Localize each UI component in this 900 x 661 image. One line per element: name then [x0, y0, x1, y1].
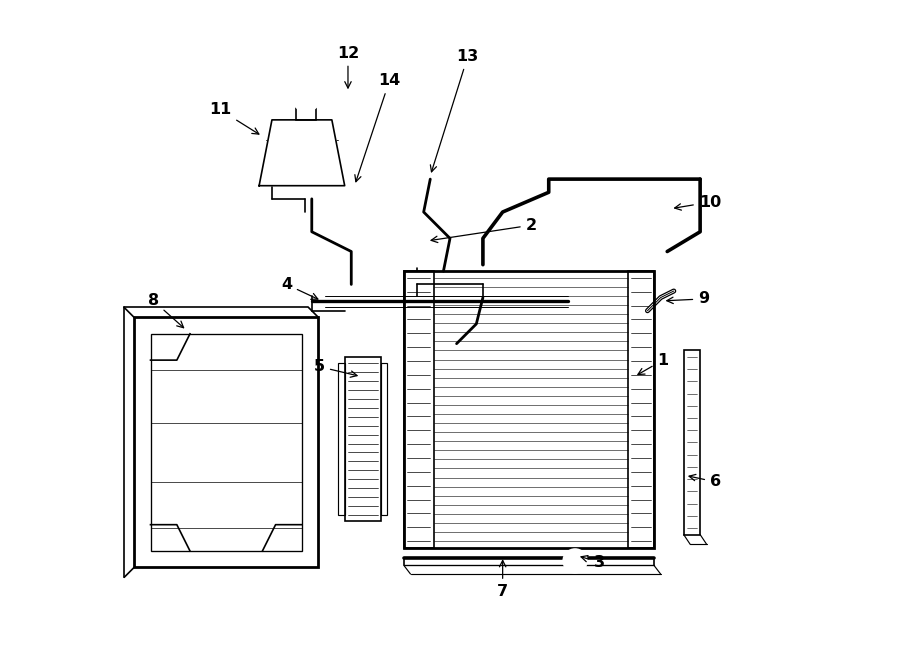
- Bar: [684, 350, 700, 535]
- Text: 3: 3: [581, 555, 605, 570]
- Text: 5: 5: [314, 359, 357, 377]
- Bar: [404, 271, 434, 548]
- Bar: [296, 103, 316, 120]
- Text: 8: 8: [148, 293, 184, 328]
- Text: 1: 1: [638, 352, 669, 375]
- Bar: [627, 271, 654, 548]
- Bar: [338, 364, 345, 515]
- Text: 4: 4: [281, 277, 318, 299]
- Circle shape: [570, 556, 580, 566]
- Bar: [345, 357, 381, 522]
- Circle shape: [405, 243, 429, 266]
- Bar: [134, 317, 319, 567]
- Text: 14: 14: [355, 73, 400, 182]
- Circle shape: [412, 250, 422, 260]
- Bar: [150, 334, 302, 551]
- Text: 7: 7: [497, 561, 508, 599]
- Text: 10: 10: [675, 194, 721, 210]
- Text: 11: 11: [209, 102, 259, 134]
- Text: 13: 13: [430, 49, 479, 172]
- Bar: [404, 271, 654, 548]
- Text: 2: 2: [431, 217, 536, 243]
- Circle shape: [563, 549, 587, 572]
- Polygon shape: [259, 120, 345, 186]
- Text: 12: 12: [337, 46, 359, 88]
- Bar: [381, 364, 388, 515]
- Text: 6: 6: [689, 475, 721, 489]
- Text: 9: 9: [667, 292, 709, 307]
- Circle shape: [292, 83, 320, 111]
